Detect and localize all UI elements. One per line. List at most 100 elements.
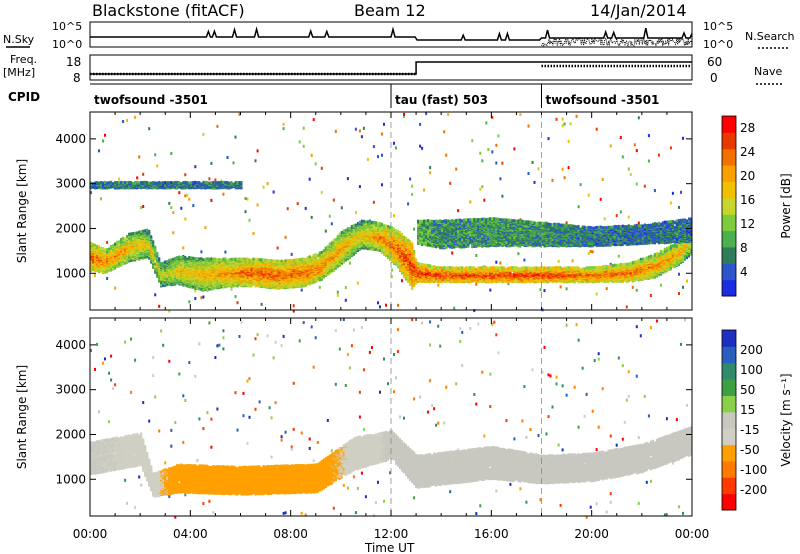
range-gate-cell bbox=[194, 277, 196, 280]
range-gate-cell bbox=[393, 214, 395, 217]
nsearch-tick-top: 10^5 bbox=[703, 20, 733, 33]
range-gate-cell bbox=[241, 258, 243, 261]
range-gate-cell bbox=[98, 245, 100, 248]
range-gate-cell bbox=[407, 202, 409, 205]
range-gate-cell bbox=[247, 198, 249, 201]
range-gate-cell bbox=[648, 134, 650, 137]
cpid-segment-label: twofsound -3501 bbox=[94, 93, 208, 107]
range-gate-cell bbox=[285, 259, 287, 262]
range-gate-cell bbox=[267, 182, 269, 185]
range-gate-cell bbox=[120, 238, 122, 241]
range-gate-cell bbox=[329, 243, 331, 246]
range-gate-cell bbox=[200, 296, 202, 299]
range-gate-cell bbox=[534, 181, 536, 184]
range-gate-cell bbox=[317, 259, 319, 262]
range-gate-cell bbox=[680, 191, 682, 194]
range-gate-cell bbox=[345, 286, 347, 289]
range-gate-cell bbox=[596, 292, 598, 295]
range-gate-cell bbox=[144, 229, 146, 232]
range-gate-cell bbox=[184, 218, 186, 221]
range-gate-cell bbox=[672, 192, 674, 195]
range-gate-cell bbox=[142, 205, 144, 208]
range-gate-cell bbox=[287, 259, 289, 262]
range-gate-cell bbox=[423, 189, 425, 192]
range-gate-cell bbox=[419, 145, 421, 148]
range-gate-cell bbox=[592, 250, 594, 253]
range-gate-cell bbox=[227, 259, 229, 262]
range-gate-cell bbox=[303, 258, 305, 261]
nsearch-label: N.Search bbox=[745, 30, 795, 43]
range-gate-cell bbox=[523, 259, 525, 262]
range-gate-cell bbox=[313, 254, 315, 257]
range-gate-cell bbox=[172, 231, 174, 234]
range-gate-cell bbox=[564, 123, 566, 126]
range-gate-cell bbox=[620, 210, 622, 213]
range-gate-cell bbox=[180, 256, 182, 259]
range-gate-cell bbox=[291, 253, 293, 256]
range-gate-cell bbox=[622, 155, 624, 158]
range-gate-cell bbox=[224, 257, 226, 260]
nsky-label: N.Sky bbox=[3, 33, 35, 46]
range-gate-cell bbox=[289, 259, 291, 262]
range-gate-cell bbox=[552, 179, 554, 182]
range-gate-cell bbox=[457, 209, 459, 212]
range-gate-cell bbox=[170, 258, 172, 261]
range-gate-cell bbox=[285, 236, 287, 239]
range-gate-cell bbox=[122, 237, 124, 240]
range-gate-cell bbox=[413, 228, 415, 231]
range-gate-cell bbox=[277, 260, 279, 263]
nsky-tick-top: 10^5 bbox=[52, 20, 82, 33]
range-gate-cell bbox=[449, 182, 451, 185]
range-gate-cell bbox=[337, 291, 339, 294]
range-gate-cell bbox=[255, 159, 257, 162]
range-gate-cell bbox=[323, 269, 325, 272]
range-gate-cell bbox=[600, 198, 602, 201]
range-gate-cell bbox=[517, 252, 519, 255]
range-gate-cell bbox=[604, 217, 606, 220]
range-gate-cell bbox=[208, 258, 210, 261]
range-gate-cell bbox=[479, 152, 481, 155]
range-gate-cell bbox=[483, 199, 485, 202]
range-gate-cell bbox=[222, 193, 224, 196]
range-gate-cell bbox=[243, 258, 245, 261]
range-gate-cell bbox=[186, 258, 188, 261]
nsky-panel: N.Sky 10^5 10^0 N.Search 10^5 10^0 bbox=[3, 20, 795, 51]
range-gate-cell bbox=[190, 257, 192, 260]
range-gate-cell bbox=[644, 185, 646, 188]
range-gate-cell bbox=[176, 256, 178, 259]
range-gate-cell bbox=[580, 183, 582, 186]
range-gate-cell bbox=[233, 161, 235, 164]
range-gate-cell bbox=[106, 277, 108, 280]
range-gate-cell bbox=[237, 301, 239, 304]
range-gate-cell bbox=[359, 129, 361, 132]
range-gate-cell bbox=[333, 239, 335, 242]
range-gate-cell bbox=[112, 244, 114, 247]
range-gate-cell bbox=[188, 198, 190, 201]
range-gate-cell bbox=[102, 140, 104, 143]
range-gate-cell bbox=[638, 116, 640, 119]
range-gate-cell bbox=[329, 215, 331, 218]
range-gate-cell bbox=[275, 278, 277, 281]
range-gate-cell bbox=[194, 297, 196, 300]
range-gate-cell bbox=[110, 245, 112, 248]
nave-tick-bottom: 0 bbox=[710, 71, 718, 85]
range-gate-cell bbox=[325, 230, 327, 233]
range-gate-cell bbox=[475, 254, 477, 257]
range-gate-cell bbox=[650, 294, 652, 297]
range-gate-cell bbox=[200, 257, 202, 260]
range-gate-cell bbox=[257, 258, 259, 261]
range-gate-cell bbox=[377, 301, 379, 304]
range-gate-cell bbox=[198, 258, 200, 261]
range-gate-cell bbox=[321, 251, 323, 254]
range-gate-cell bbox=[255, 258, 257, 261]
range-gate-cell bbox=[501, 195, 503, 198]
range-gate-cell bbox=[156, 252, 158, 255]
range-gate-cell bbox=[489, 289, 491, 292]
nave-trace bbox=[90, 66, 692, 74]
range-gate-cell bbox=[138, 155, 140, 158]
range-gate-cell bbox=[186, 194, 188, 197]
range-gate-cell bbox=[317, 254, 319, 257]
range-gate-cell bbox=[94, 274, 96, 277]
range-gate-cell bbox=[259, 258, 261, 261]
range-gate-cell bbox=[355, 128, 357, 131]
